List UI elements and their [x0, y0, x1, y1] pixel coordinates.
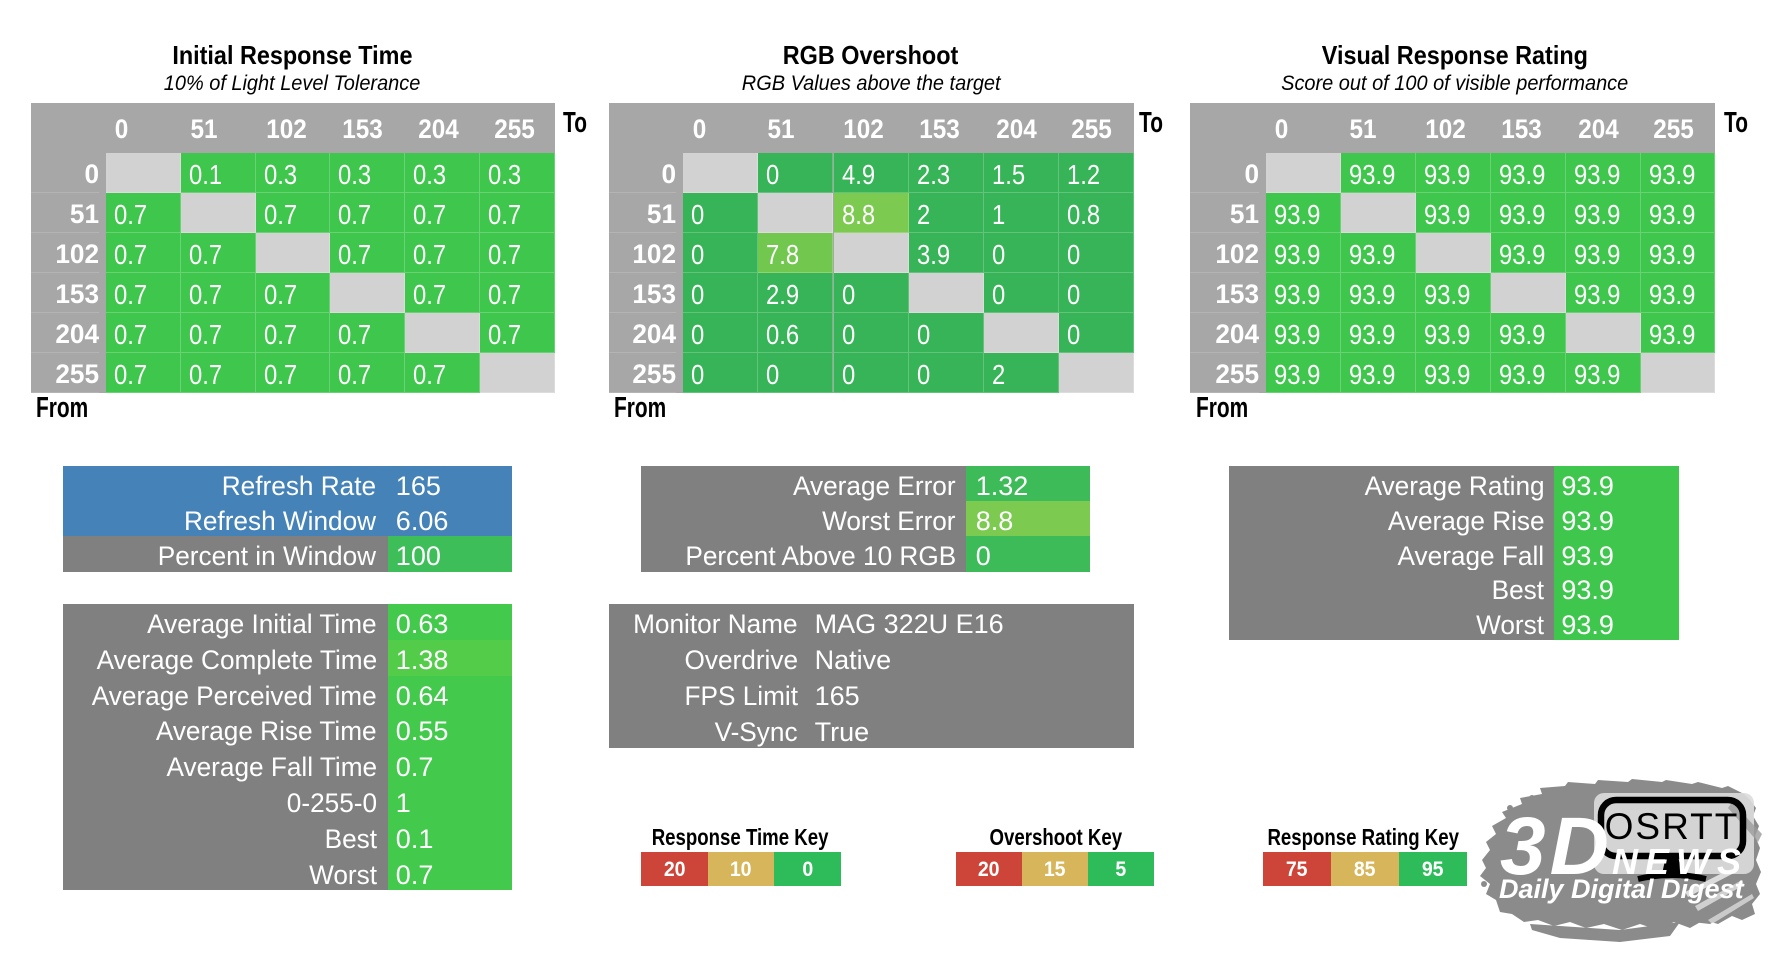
svg-text:Daily Digital Digest: Daily Digital Digest — [1499, 874, 1745, 904]
svg-text:NEWS: NEWS — [1612, 841, 1748, 882]
svg-text:OSRTT: OSRTT — [1605, 806, 1740, 847]
svg-text:3D: 3D — [1500, 801, 1613, 892]
